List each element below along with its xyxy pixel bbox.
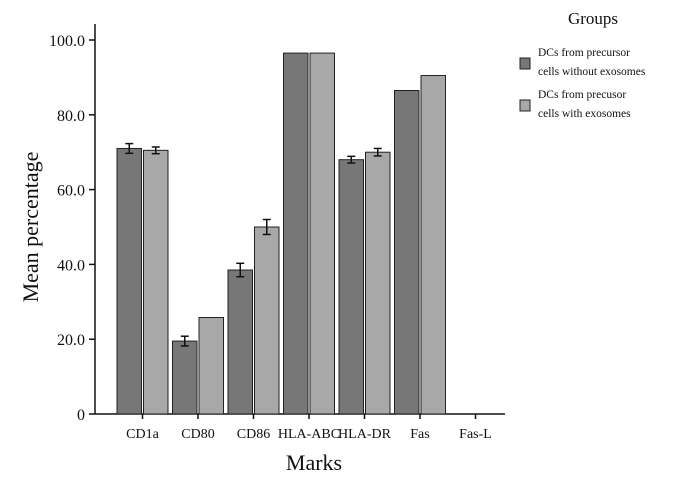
bar-cd80-series-2 (198, 317, 224, 415)
bar-cd80-series-1 (172, 340, 198, 415)
legend-label: cells without exosomes (538, 66, 646, 78)
x-tick-label: Fas-L (459, 427, 492, 442)
legend-swatch (519, 99, 531, 112)
bars (116, 52, 446, 415)
x-tick-label: HLA-DR (338, 427, 392, 442)
bar-hla-dr-series-1 (338, 159, 364, 415)
x-tick-label: Fas (410, 427, 429, 442)
bar-fas-series-1 (394, 89, 420, 415)
y-tick-label: 20.0 (57, 332, 85, 349)
legend: Groups DCs from precursor cells without e… (519, 9, 646, 120)
bar-fas-series-2 (420, 75, 446, 415)
x-tick-label: CD86 (237, 427, 270, 442)
bar-hla-dr-series-2 (365, 151, 391, 415)
y-tick-label: 60.0 (57, 183, 85, 200)
y-tick-label: 80.0 (57, 108, 85, 125)
x-tick-label: HLA-ABC (278, 427, 340, 442)
y-tick-label: 0 (77, 407, 85, 424)
legend-label: cells with exosomes (538, 108, 631, 120)
y-axis-title: Mean percentage (18, 152, 43, 303)
bar-hla-abc-series-1 (283, 52, 309, 415)
bar-cd86-series-1 (227, 269, 253, 415)
bar-cd1a-series-1 (116, 147, 142, 415)
legend-title: Groups (568, 9, 618, 28)
y-tick-label: 100.0 (49, 33, 85, 50)
bar-cd1a-series-2 (143, 149, 169, 415)
bar-cd86-series-2 (254, 226, 280, 415)
plot-area: 0 20.0 40.0 60.0 80.0 100.0 CD1a CD80 CD86 HLA-A… (49, 24, 505, 442)
legend-label: DCs from precursor (538, 47, 630, 59)
x-axis-title: Marks (286, 450, 342, 475)
bar-hla-abc-series-2 (309, 52, 335, 415)
legend-items: DCs from precursor cells without exosomes… (519, 47, 646, 120)
y-ticks: 0 20.0 40.0 60.0 80.0 100.0 (49, 33, 95, 424)
x-tick-label: CD80 (181, 427, 214, 442)
legend-label: DCs from precusor (538, 89, 626, 101)
x-tick-label: CD1a (126, 427, 159, 442)
legend-swatch (519, 57, 531, 70)
y-tick-label: 40.0 (57, 257, 85, 274)
